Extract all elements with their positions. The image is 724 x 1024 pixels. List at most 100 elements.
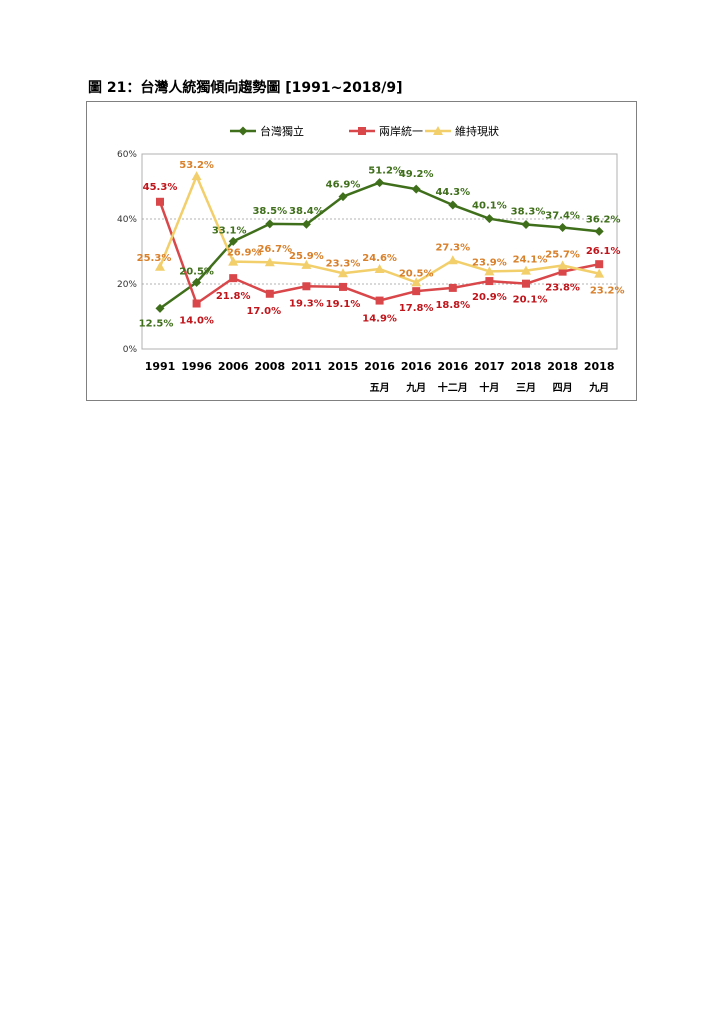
- data-label: 26.9%: [227, 248, 262, 259]
- plot-area: [141, 153, 618, 350]
- x-tick-label: 1991: [145, 360, 176, 373]
- chart-frame: 0% 20% 40% 60% 1991 1996 2006 2008 2011 2015 2016 五…: [86, 101, 637, 401]
- data-point: [375, 296, 384, 305]
- data-label: 14.9%: [362, 314, 397, 325]
- x-tick-label: 2008: [254, 360, 285, 373]
- data-label: 37.4%: [545, 210, 580, 221]
- data-point: [265, 289, 274, 298]
- data-label: 25.7%: [545, 249, 580, 260]
- data-label: 49.2%: [399, 169, 434, 180]
- data-point: [301, 259, 312, 269]
- legend-marker: [238, 126, 248, 136]
- data-label: 45.3%: [143, 182, 178, 193]
- data-point: [521, 220, 531, 230]
- data-label: 38.3%: [511, 207, 546, 218]
- data-label: 20.5%: [399, 268, 434, 279]
- data-point: [448, 200, 458, 210]
- x-tick-sublabel: 四月: [553, 382, 573, 394]
- data-point: [594, 268, 605, 278]
- x-tick-label: 2018: [547, 360, 578, 373]
- data-label: 20.5%: [179, 266, 214, 277]
- y-tick-label: 60%: [117, 150, 137, 160]
- x-tick-label: 2016: [401, 360, 432, 373]
- data-point: [264, 257, 275, 267]
- data-point: [191, 171, 202, 181]
- data-label: 38.4%: [289, 206, 324, 217]
- data-point: [558, 267, 567, 276]
- data-point: [228, 256, 239, 266]
- data-label: 26.1%: [586, 246, 621, 257]
- data-label: 14.0%: [179, 316, 214, 327]
- x-tick-label: 2016: [364, 360, 395, 373]
- x-tick-sublabel: 十二月: [438, 381, 468, 394]
- data-point: [192, 299, 201, 308]
- data-label: 21.8%: [216, 291, 251, 302]
- line-chart: 0% 20% 40% 60% 1991 1996 2006 2008 2011 2015 2016 五…: [117, 124, 625, 394]
- data-point: [302, 282, 311, 291]
- x-tick-label: 2016: [437, 360, 468, 373]
- data-label: 51.2%: [368, 166, 403, 177]
- data-point: [558, 222, 568, 232]
- x-tick-sublabel: 十月: [479, 381, 499, 394]
- x-tick-label: 2018: [511, 360, 542, 373]
- data-point: [522, 279, 530, 288]
- legend-label: 維持現狀: [455, 124, 499, 138]
- data-point: [265, 219, 275, 229]
- data-label: 38.5%: [252, 206, 287, 217]
- data-label: 23.3%: [326, 258, 361, 269]
- data-point: [192, 277, 202, 287]
- data-point: [412, 287, 421, 296]
- x-tick-label: 2017: [474, 360, 505, 373]
- x-tick-label: 2015: [328, 360, 359, 373]
- x-tick-sublabel: 三月: [516, 382, 536, 394]
- data-label: 23.9%: [472, 257, 507, 268]
- y-tick-label: 40%: [117, 215, 137, 225]
- x-tick-sublabel: 九月: [405, 381, 426, 394]
- data-label: 19.3%: [289, 298, 324, 309]
- legend-marker: [433, 126, 443, 135]
- data-label: 27.3%: [435, 242, 470, 253]
- data-label: 40.1%: [472, 201, 507, 212]
- data-label: 26.7%: [257, 244, 292, 255]
- x-tick-sublabel: 五月: [370, 382, 390, 394]
- data-point: [301, 219, 311, 229]
- data-label: 24.1%: [513, 255, 548, 266]
- data-point: [557, 260, 568, 270]
- data-point: [484, 214, 494, 224]
- data-label: 20.1%: [513, 295, 548, 306]
- data-label: 44.3%: [435, 187, 470, 198]
- x-tick-label: 1996: [181, 360, 212, 373]
- data-point: [375, 178, 385, 188]
- data-point: [594, 226, 604, 236]
- data-point: [155, 261, 165, 271]
- data-label: 12.5%: [139, 318, 174, 329]
- data-label: 46.9%: [326, 180, 361, 191]
- data-label: 17.0%: [246, 306, 281, 317]
- data-label: 24.6%: [362, 253, 397, 264]
- data-point: [411, 277, 422, 287]
- data-point: [155, 303, 165, 313]
- x-tick-label: 2018: [584, 360, 615, 373]
- data-point: [521, 265, 531, 275]
- data-point: [484, 266, 495, 276]
- figure-title: 圖 21：台灣人統獨傾向趨勢圖 [1991~2018/9]: [88, 80, 403, 96]
- data-label: 25.9%: [289, 251, 324, 262]
- data-point: [447, 255, 458, 265]
- data-point: [448, 283, 457, 292]
- data-point: [228, 236, 238, 246]
- data-label: 33.1%: [212, 225, 247, 236]
- data-label: 19.1%: [326, 299, 361, 310]
- data-point: [411, 184, 421, 194]
- data-label: 23.8%: [545, 283, 580, 294]
- data-point: [229, 274, 238, 283]
- legend-label: 台灣獨立: [260, 124, 304, 138]
- x-tick-sublabel: 九月: [588, 381, 609, 394]
- y-tick-label: 20%: [117, 280, 137, 290]
- data-label: 20.9%: [472, 292, 507, 303]
- data-point: [339, 282, 347, 291]
- data-point: [485, 277, 494, 286]
- x-tick-label: 2006: [218, 360, 249, 373]
- legend-marker: [358, 127, 366, 135]
- legend-label: 兩岸統一: [379, 124, 423, 138]
- data-label: 25.3%: [137, 253, 172, 264]
